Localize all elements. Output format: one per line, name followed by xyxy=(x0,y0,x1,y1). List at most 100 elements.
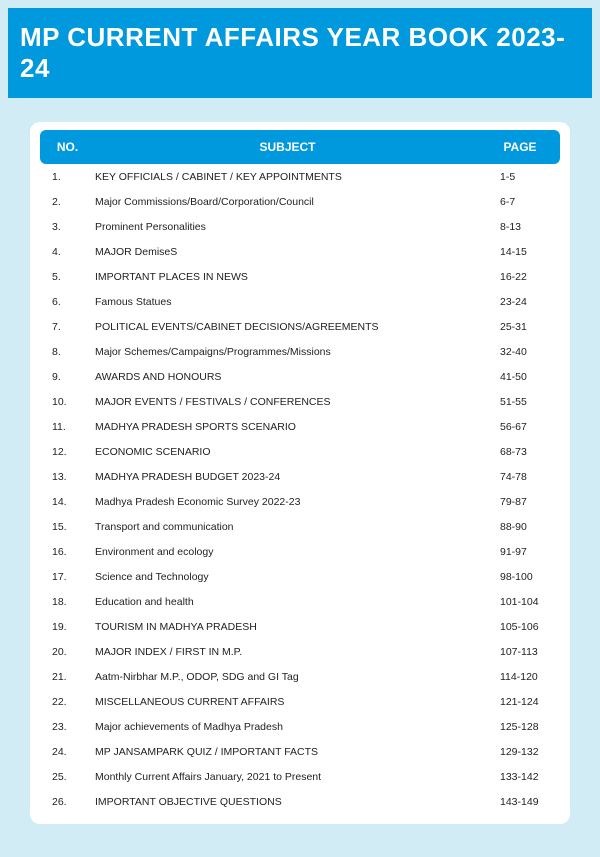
cell-no: 17. xyxy=(30,564,95,589)
cell-page: 25-31 xyxy=(490,314,570,339)
cell-no: 9. xyxy=(30,364,95,389)
table-row: 2.Major Commissions/Board/Corporation/Co… xyxy=(30,189,570,214)
cell-no: 23. xyxy=(30,714,95,739)
cell-subject: Famous Statues xyxy=(95,289,490,314)
cell-subject: IMPORTANT OBJECTIVE QUESTIONS xyxy=(95,789,490,814)
cell-subject: Science and Technology xyxy=(95,564,490,589)
cell-page: 91-97 xyxy=(490,539,570,564)
table-row: 16.Environment and ecology91-97 xyxy=(30,539,570,564)
table-row: 5.IMPORTANT PLACES IN NEWS16-22 xyxy=(30,264,570,289)
cell-no: 11. xyxy=(30,414,95,439)
table-row: 19.TOURISM IN MADHYA PRADESH105-106 xyxy=(30,614,570,639)
cell-subject: MP JANSAMPARK QUIZ / IMPORTANT FACTS xyxy=(95,739,490,764)
toc-table: NO. SUBJECT PAGE 1.KEY OFFICIALS / CABIN… xyxy=(30,130,570,814)
cell-subject: Madhya Pradesh Economic Survey 2022-23 xyxy=(95,489,490,514)
col-header-page: PAGE xyxy=(480,130,560,164)
cell-subject: MAJOR DemiseS xyxy=(95,239,490,264)
table-row: 12.ECONOMIC SCENARIO68-73 xyxy=(30,439,570,464)
table-row: 18.Education and health101-104 xyxy=(30,589,570,614)
cell-subject: Transport and communication xyxy=(95,514,490,539)
cell-page: 16-22 xyxy=(490,264,570,289)
page-title: MP CURRENT AFFAIRS YEAR BOOK 2023-24 xyxy=(8,8,592,98)
cell-subject: Environment and ecology xyxy=(95,539,490,564)
cell-subject: IMPORTANT PLACES IN NEWS xyxy=(95,264,490,289)
cell-page: 56-67 xyxy=(490,414,570,439)
table-row: 6.Famous Statues23-24 xyxy=(30,289,570,314)
cell-no: 2. xyxy=(30,189,95,214)
cell-no: 7. xyxy=(30,314,95,339)
cell-page: 32-40 xyxy=(490,339,570,364)
table-row: 13.MADHYA PRADESH BUDGET 2023-2474-78 xyxy=(30,464,570,489)
cell-page: 125-128 xyxy=(490,714,570,739)
table-row: 22.MISCELLANEOUS CURRENT AFFAIRS121-124 xyxy=(30,689,570,714)
table-row: 25.Monthly Current Affairs January, 2021… xyxy=(30,764,570,789)
cell-page: 101-104 xyxy=(490,589,570,614)
cell-no: 26. xyxy=(30,789,95,814)
cell-no: 21. xyxy=(30,664,95,689)
cell-subject: TOURISM IN MADHYA PRADESH xyxy=(95,614,490,639)
cell-page: 51-55 xyxy=(490,389,570,414)
cell-page: 8-13 xyxy=(490,214,570,239)
table-row: 4.MAJOR DemiseS14-15 xyxy=(30,239,570,264)
cell-page: 105-106 xyxy=(490,614,570,639)
table-row: 21.Aatm-Nirbhar M.P., ODOP, SDG and GI T… xyxy=(30,664,570,689)
cell-page: 88-90 xyxy=(490,514,570,539)
cell-subject: MAJOR EVENTS / FESTIVALS / CONFERENCES xyxy=(95,389,490,414)
cell-subject: MADHYA PRADESH SPORTS SCENARIO xyxy=(95,414,490,439)
cell-no: 19. xyxy=(30,614,95,639)
table-row: 7.POLITICAL EVENTS/CABINET DECISIONS/AGR… xyxy=(30,314,570,339)
cell-no: 22. xyxy=(30,689,95,714)
table-header-row: NO. SUBJECT PAGE xyxy=(40,130,560,164)
table-row: 15.Transport and communication88-90 xyxy=(30,514,570,539)
cell-no: 25. xyxy=(30,764,95,789)
cell-no: 10. xyxy=(30,389,95,414)
table-row: 8.Major Schemes/Campaigns/Programmes/Mis… xyxy=(30,339,570,364)
table-row: 3.Prominent Personalities8-13 xyxy=(30,214,570,239)
cell-no: 24. xyxy=(30,739,95,764)
cell-page: 41-50 xyxy=(490,364,570,389)
cell-subject: POLITICAL EVENTS/CABINET DECISIONS/AGREE… xyxy=(95,314,490,339)
cell-subject: Aatm-Nirbhar M.P., ODOP, SDG and GI Tag xyxy=(95,664,490,689)
cell-no: 8. xyxy=(30,339,95,364)
table-row: 1.KEY OFFICIALS / CABINET / KEY APPOINTM… xyxy=(30,164,570,189)
toc-card: NO. SUBJECT PAGE 1.KEY OFFICIALS / CABIN… xyxy=(30,122,570,824)
cell-subject: MISCELLANEOUS CURRENT AFFAIRS xyxy=(95,689,490,714)
table-row: 23.Major achievements of Madhya Pradesh1… xyxy=(30,714,570,739)
table-row: 24.MP JANSAMPARK QUIZ / IMPORTANT FACTS1… xyxy=(30,739,570,764)
cell-page: 98-100 xyxy=(490,564,570,589)
table-row: 26.IMPORTANT OBJECTIVE QUESTIONS143-149 xyxy=(30,789,570,814)
cell-no: 12. xyxy=(30,439,95,464)
table-row: 14.Madhya Pradesh Economic Survey 2022-2… xyxy=(30,489,570,514)
cell-page: 1-5 xyxy=(490,164,570,189)
cell-page: 74-78 xyxy=(490,464,570,489)
cell-page: 114-120 xyxy=(490,664,570,689)
col-header-subject: SUBJECT xyxy=(95,130,480,164)
cell-no: 14. xyxy=(30,489,95,514)
cell-no: 6. xyxy=(30,289,95,314)
cell-no: 3. xyxy=(30,214,95,239)
col-header-no: NO. xyxy=(40,130,95,164)
cell-subject: Major achievements of Madhya Pradesh xyxy=(95,714,490,739)
cell-no: 5. xyxy=(30,264,95,289)
table-row: 11.MADHYA PRADESH SPORTS SCENARIO56-67 xyxy=(30,414,570,439)
cell-page: 6-7 xyxy=(490,189,570,214)
cell-subject: KEY OFFICIALS / CABINET / KEY APPOINTMEN… xyxy=(95,164,490,189)
cell-page: 143-149 xyxy=(490,789,570,814)
cell-subject: ECONOMIC SCENARIO xyxy=(95,439,490,464)
cell-no: 20. xyxy=(30,639,95,664)
cell-subject: MAJOR INDEX / FIRST IN M.P. xyxy=(95,639,490,664)
table-row: 20.MAJOR INDEX / FIRST IN M.P.107-113 xyxy=(30,639,570,664)
table-row: 17.Science and Technology98-100 xyxy=(30,564,570,589)
cell-page: 14-15 xyxy=(490,239,570,264)
cell-subject: Major Commissions/Board/Corporation/Coun… xyxy=(95,189,490,214)
cell-page: 121-124 xyxy=(490,689,570,714)
table-row: 10.MAJOR EVENTS / FESTIVALS / CONFERENCE… xyxy=(30,389,570,414)
cell-no: 18. xyxy=(30,589,95,614)
cell-no: 13. xyxy=(30,464,95,489)
cell-page: 68-73 xyxy=(490,439,570,464)
cell-page: 133-142 xyxy=(490,764,570,789)
cell-page: 79-87 xyxy=(490,489,570,514)
cell-no: 15. xyxy=(30,514,95,539)
cell-no: 16. xyxy=(30,539,95,564)
cell-page: 129-132 xyxy=(490,739,570,764)
